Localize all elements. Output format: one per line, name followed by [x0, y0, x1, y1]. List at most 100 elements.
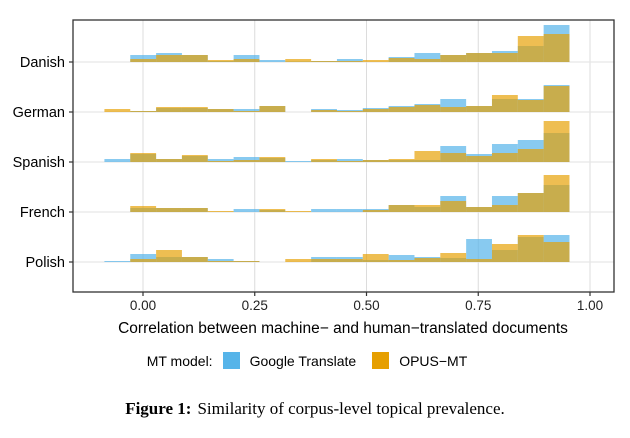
histogram-bar: [388, 255, 415, 262]
histogram-bar: [414, 105, 441, 112]
histogram-bar: [491, 244, 518, 262]
histogram-bar: [104, 261, 131, 262]
histogram-bar: [336, 209, 363, 212]
histogram-bar: [130, 206, 157, 212]
histogram-bar: [233, 55, 260, 62]
x-tick-label: 0.25: [242, 298, 268, 313]
histogram-bar: [285, 259, 312, 262]
histogram-bar: [207, 60, 234, 62]
histogram-bar: [181, 55, 208, 62]
bars: [104, 25, 570, 262]
histogram-bar: [414, 59, 441, 62]
histogram-bar: [181, 107, 208, 112]
histogram-bar: [207, 259, 234, 262]
histogram-bar: [362, 210, 389, 212]
histogram-bar: [414, 258, 441, 262]
y-axis: Danish German Spanish French Polish: [13, 55, 73, 271]
histogram-bar: [362, 109, 389, 112]
histogram-bar: [233, 160, 260, 162]
legend: MT model: Google Translate OPUS−MT: [0, 352, 630, 369]
x-tick-label: 0.50: [353, 298, 379, 313]
histogram-bar: [466, 207, 492, 212]
y-tick-label: German: [13, 105, 65, 121]
histogram-bar: [362, 60, 389, 62]
histogram-bar: [440, 201, 467, 212]
legend-title: MT model:: [146, 352, 213, 369]
histogram-bar: [440, 153, 467, 162]
histogram-bar: [362, 160, 389, 162]
histogram-bar: [130, 59, 157, 62]
histogram-bar: [491, 53, 518, 62]
histogram-bar: [388, 58, 415, 62]
histogram-bar: [156, 208, 182, 212]
legend-label-opus-mt: OPUS−MT: [399, 352, 468, 369]
histogram-bar: [414, 53, 441, 62]
histogram-bar: [543, 34, 570, 62]
caption-label: Figure 1:: [125, 399, 192, 418]
histogram-bar: [336, 61, 363, 62]
histogram-bar: [156, 55, 182, 62]
histogram-bar: [233, 59, 260, 62]
histogram-bar: [156, 250, 182, 262]
histogram-bar: [388, 107, 415, 112]
histogram-bar: [207, 109, 234, 112]
histogram-bar: [259, 209, 286, 212]
histogram-bar: [543, 86, 570, 112]
x-tick-label: 1.00: [577, 298, 603, 313]
histogram-bar: [466, 53, 492, 62]
caption-text: Similarity of corpus-level topical preva…: [197, 399, 505, 418]
histogram-bar: [336, 161, 363, 162]
histogram-bar: [130, 55, 157, 62]
histogram-bar: [311, 159, 337, 162]
histogram-bar: [491, 205, 518, 212]
histogram-chart: Danish German Spanish French Polish 0.00 0.25…: [13, 19, 615, 337]
histogram-bar: [259, 106, 286, 112]
histogram-bar: [130, 111, 157, 112]
histogram-bar: [207, 211, 234, 212]
histogram-bar: [388, 260, 415, 262]
y-tick-label: French: [20, 205, 65, 221]
histogram-bar: [130, 153, 157, 162]
histogram-bar: [311, 209, 337, 212]
y-tick-label: Spanish: [13, 155, 65, 171]
histogram-bar: [285, 59, 312, 62]
histogram-bar: [181, 208, 208, 212]
histogram-bar: [130, 259, 157, 262]
histogram-bar: [311, 61, 337, 62]
histogram-bar: [466, 259, 492, 262]
y-tick-label: Danish: [20, 55, 65, 71]
histogram-bar: [207, 161, 234, 162]
histogram-bar: [440, 55, 467, 62]
histogram-bar: [517, 193, 544, 212]
legend-item-google-translate: Google Translate: [222, 352, 361, 369]
histogram-bar: [440, 107, 467, 112]
histogram-bar: [362, 254, 389, 262]
x-axis-title: Correlation between machine− and human−t…: [118, 320, 568, 337]
histogram-bar: [491, 153, 518, 162]
histogram-bar: [233, 109, 260, 112]
histogram-bar: [285, 161, 312, 162]
histogram-bar: [233, 111, 260, 112]
histogram-bar: [207, 261, 234, 262]
x-tick-label: 0.75: [465, 298, 491, 313]
histogram-bar: [104, 109, 131, 112]
histogram-bar: [233, 157, 260, 162]
legend-item-opus-mt: OPUS−MT: [372, 352, 471, 369]
histogram-bar: [233, 209, 260, 212]
histogram-bar: [388, 159, 415, 162]
histogram-bar: [336, 159, 363, 162]
histogram-bar: [336, 111, 363, 112]
histogram-bar: [388, 205, 415, 212]
histogram-bar: [466, 239, 492, 262]
histogram-bar: [414, 151, 441, 162]
histogram-bar: [104, 159, 131, 162]
histogram-bar: [156, 159, 182, 162]
histogram-bar: [336, 59, 363, 62]
histogram-bar: [181, 155, 208, 162]
histogram-bar: [466, 106, 492, 112]
histogram-bar: [181, 257, 208, 262]
histogram-bar: [285, 211, 312, 212]
histogram-bar: [233, 261, 260, 262]
histogram-bar: [543, 175, 570, 212]
histogram-bar: [543, 121, 570, 162]
